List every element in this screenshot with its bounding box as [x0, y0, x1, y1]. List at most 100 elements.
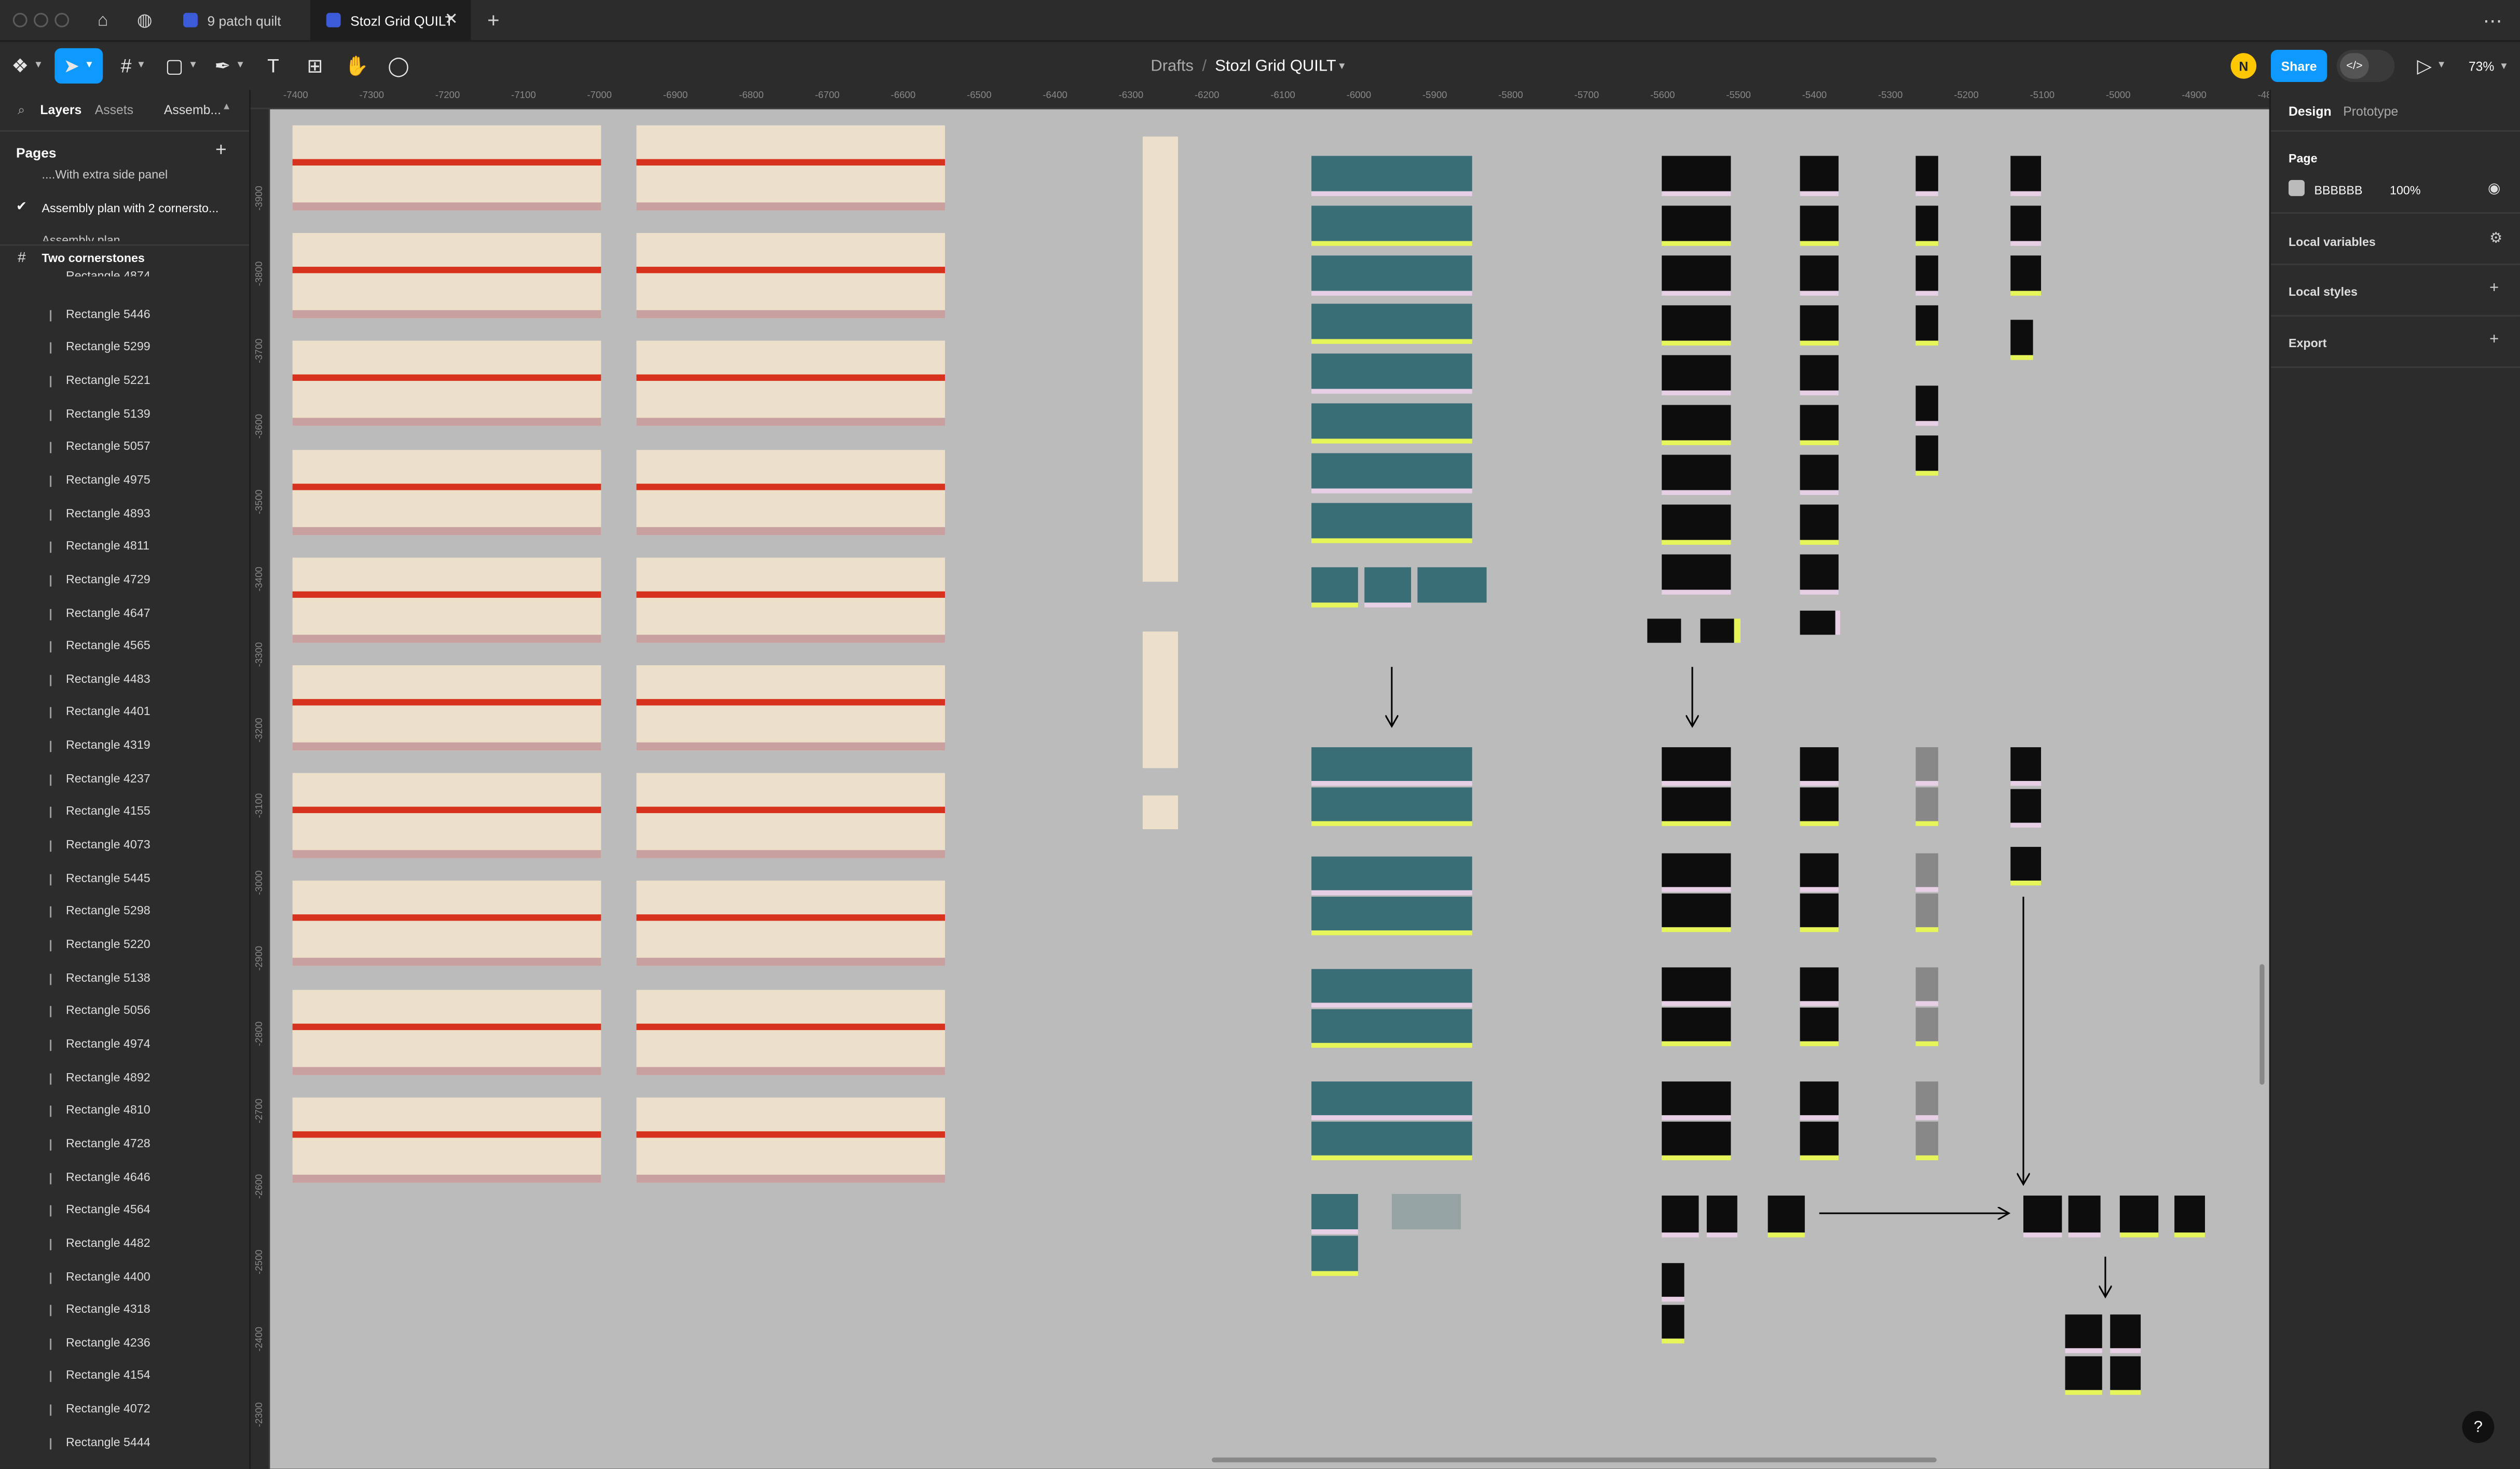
black-block-band[interactable]: [2010, 781, 2042, 786]
black-block-band[interactable]: [2010, 241, 2042, 246]
black-block-band[interactable]: [1662, 1115, 1731, 1120]
black-block[interactable]: [1768, 1196, 1805, 1233]
grey-block-band[interactable]: [1915, 1041, 1938, 1047]
teal-block-band[interactable]: [1311, 290, 1472, 295]
black-block[interactable]: [2065, 1314, 2102, 1349]
teal-block[interactable]: [1364, 567, 1412, 603]
black-block[interactable]: [1662, 1196, 1699, 1233]
teal-block-band[interactable]: [1311, 930, 1472, 936]
black-block-band[interactable]: [1800, 241, 1839, 246]
quilt-strip[interactable]: [636, 557, 945, 643]
tab-design[interactable]: Design: [2288, 104, 2332, 119]
teal-block-band[interactable]: [1311, 240, 1472, 246]
cornerstone-piece[interactable]: [1142, 795, 1179, 830]
black-block-band[interactable]: [2010, 355, 2033, 360]
zoom-level[interactable]: 73% ▼: [2468, 59, 2509, 74]
black-block-band[interactable]: [1662, 927, 1731, 932]
black-block-band[interactable]: [2174, 1232, 2205, 1238]
grey-block-band[interactable]: [1915, 927, 1938, 932]
black-block[interactable]: [1800, 610, 1836, 635]
black-block[interactable]: [2010, 205, 2042, 241]
teal-block-band[interactable]: [1311, 339, 1472, 345]
black-block[interactable]: [1662, 787, 1731, 821]
black-block[interactable]: [1662, 405, 1731, 441]
window-close-dot[interactable]: [12, 12, 28, 28]
grey-block[interactable]: [1391, 1193, 1461, 1230]
black-block[interactable]: [1662, 747, 1731, 781]
black-block-band[interactable]: [1662, 390, 1731, 395]
black-block-band[interactable]: [1662, 589, 1731, 595]
teal-block[interactable]: [1311, 353, 1472, 390]
black-block[interactable]: [2065, 1356, 2102, 1390]
teal-block-band[interactable]: [1311, 488, 1472, 493]
black-block-band[interactable]: [2119, 1232, 2159, 1238]
black-block[interactable]: [1662, 205, 1731, 241]
black-block[interactable]: [1662, 504, 1731, 540]
page-item[interactable]: ....With extra side panel: [42, 167, 168, 182]
layer-row[interactable]: Rectangle 4893: [65, 505, 150, 520]
window-minimize-dot[interactable]: [34, 12, 48, 28]
black-block[interactable]: [1662, 355, 1731, 391]
layer-row[interactable]: Rectangle 5299: [65, 339, 150, 354]
layer-row[interactable]: Rectangle 4072: [65, 1401, 150, 1416]
layer-row[interactable]: Rectangle 4073: [65, 837, 150, 852]
border-strip[interactable]: [1142, 136, 1179, 582]
grey-block-band[interactable]: [1915, 821, 1938, 826]
quilt-strip[interactable]: [636, 1097, 945, 1183]
home-icon[interactable]: ⌂: [97, 10, 108, 30]
teal-block[interactable]: [1311, 969, 1472, 1003]
layer-row[interactable]: Rectangle 5298: [65, 903, 150, 918]
comment-tool-icon[interactable]: ◯: [388, 54, 409, 77]
quilt-strip[interactable]: [636, 665, 945, 751]
black-block-band[interactable]: [1662, 1297, 1684, 1302]
teal-block[interactable]: [1311, 1235, 1358, 1271]
black-block[interactable]: [1662, 853, 1731, 887]
add-page-icon[interactable]: +: [215, 138, 227, 161]
frame-tool-icon[interactable]: # ▼: [120, 54, 146, 77]
layer-row[interactable]: Rectangle 4565: [65, 638, 150, 653]
layer-row[interactable]: Rectangle 4810: [65, 1103, 150, 1118]
teal-block-band[interactable]: [1311, 438, 1472, 444]
black-block-band[interactable]: [1800, 490, 1839, 495]
black-block-band[interactable]: [2023, 1232, 2062, 1238]
quilt-strip[interactable]: [292, 233, 601, 319]
black-block[interactable]: [1800, 255, 1839, 291]
black-block-band[interactable]: [2010, 291, 2042, 296]
black-block-band[interactable]: [1800, 1155, 1839, 1160]
teal-block[interactable]: [1311, 567, 1358, 603]
teal-block-band[interactable]: [1311, 389, 1472, 394]
teal-block-band[interactable]: [1311, 890, 1472, 895]
black-block-band[interactable]: [1800, 1115, 1839, 1120]
black-block[interactable]: [1800, 1007, 1839, 1041]
avatar[interactable]: N: [2230, 53, 2257, 79]
black-block[interactable]: [1915, 156, 1938, 191]
tab-layers[interactable]: Layers: [40, 103, 82, 118]
black-block-band[interactable]: [1662, 1155, 1731, 1160]
black-block[interactable]: [1800, 853, 1839, 887]
layer-row[interactable]: Rectangle 5138: [65, 970, 150, 985]
canvas[interactable]: [270, 109, 2269, 1469]
teal-block-band[interactable]: [1311, 538, 1472, 543]
layer-row[interactable]: Rectangle 5221: [65, 373, 150, 388]
black-block[interactable]: [1662, 1081, 1731, 1116]
black-block[interactable]: [2010, 255, 2042, 291]
black-block[interactable]: [1915, 386, 1938, 421]
black-block-band[interactable]: [2068, 1232, 2101, 1238]
black-block-band[interactable]: [1915, 291, 1938, 296]
black-block[interactable]: [2023, 1196, 2062, 1233]
new-tab-icon[interactable]: +: [487, 8, 500, 32]
black-block[interactable]: [1662, 255, 1731, 291]
teal-block[interactable]: [1311, 1193, 1358, 1230]
teal-block[interactable]: [1311, 502, 1472, 538]
teal-block-band[interactable]: [1311, 1115, 1472, 1120]
teal-block[interactable]: [1311, 403, 1472, 439]
layer-row[interactable]: Rectangle 4647: [65, 605, 150, 620]
black-block-band[interactable]: [1662, 821, 1731, 826]
teal-block[interactable]: [1311, 156, 1472, 191]
black-block[interactable]: [1915, 255, 1938, 291]
black-block[interactable]: [1662, 1007, 1731, 1041]
black-block[interactable]: [1662, 156, 1731, 191]
quilt-strip[interactable]: [292, 557, 601, 643]
lav-accent[interactable]: [1835, 610, 1840, 635]
black-block-band[interactable]: [1800, 440, 1839, 445]
